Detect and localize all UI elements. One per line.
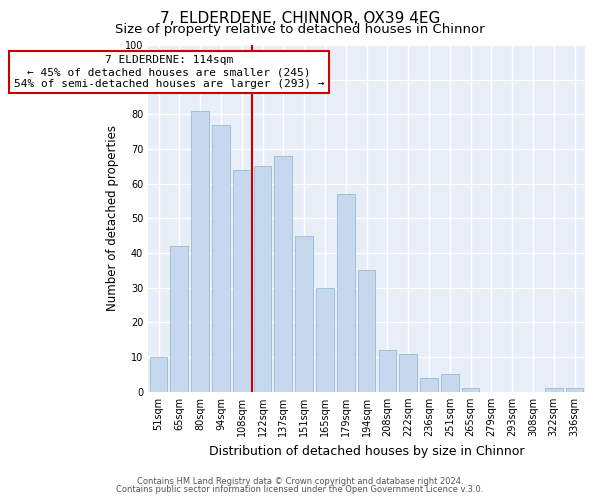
Bar — [254, 166, 271, 392]
Bar — [420, 378, 438, 392]
Bar — [233, 170, 251, 392]
Bar — [316, 288, 334, 392]
Bar — [400, 354, 417, 392]
Bar — [545, 388, 563, 392]
Y-axis label: Number of detached properties: Number of detached properties — [106, 126, 119, 312]
Text: 7, ELDERDENE, CHINNOR, OX39 4EG: 7, ELDERDENE, CHINNOR, OX39 4EG — [160, 11, 440, 26]
Bar — [441, 374, 458, 392]
Bar — [379, 350, 396, 392]
Bar — [295, 236, 313, 392]
Bar — [149, 357, 167, 392]
Bar — [274, 156, 292, 392]
Text: Contains HM Land Registry data © Crown copyright and database right 2024.: Contains HM Land Registry data © Crown c… — [137, 477, 463, 486]
Bar — [191, 111, 209, 392]
Bar — [358, 270, 376, 392]
Bar — [337, 194, 355, 392]
Text: Size of property relative to detached houses in Chinnor: Size of property relative to detached ho… — [115, 22, 485, 36]
Bar — [212, 125, 230, 392]
Bar — [462, 388, 479, 392]
X-axis label: Distribution of detached houses by size in Chinnor: Distribution of detached houses by size … — [209, 444, 524, 458]
Text: Contains public sector information licensed under the Open Government Licence v.: Contains public sector information licen… — [116, 485, 484, 494]
Bar — [566, 388, 583, 392]
Bar — [170, 246, 188, 392]
Text: 7 ELDERDENE: 114sqm
← 45% of detached houses are smaller (245)
54% of semi-detac: 7 ELDERDENE: 114sqm ← 45% of detached ho… — [14, 56, 324, 88]
